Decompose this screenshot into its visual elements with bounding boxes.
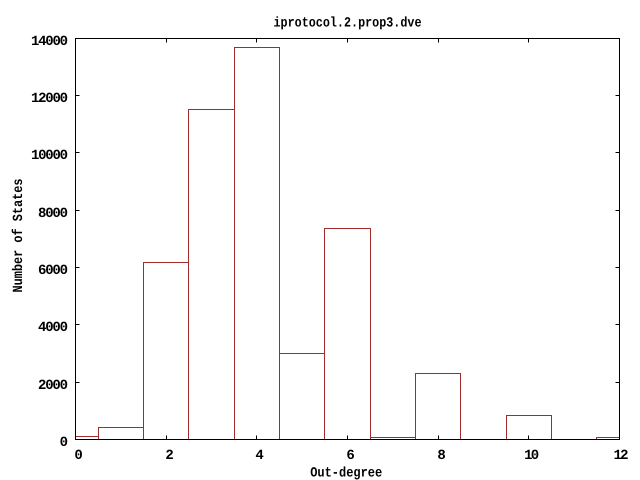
svg-text:12: 12 bbox=[614, 448, 629, 464]
svg-text:10: 10 bbox=[524, 448, 539, 464]
svg-text:0: 0 bbox=[74, 448, 82, 464]
svg-text:0: 0 bbox=[60, 435, 68, 451]
svg-text:12000: 12000 bbox=[31, 91, 68, 107]
svg-text:2: 2 bbox=[165, 448, 173, 464]
svg-text:Number of States: Number of States bbox=[11, 179, 27, 293]
svg-text:4: 4 bbox=[255, 448, 263, 464]
svg-text:14000: 14000 bbox=[31, 34, 68, 50]
svg-text:8: 8 bbox=[437, 448, 445, 464]
svg-text:10000: 10000 bbox=[31, 148, 68, 164]
svg-text:6000: 6000 bbox=[38, 263, 68, 279]
svg-text:6: 6 bbox=[346, 448, 354, 464]
svg-text:2000: 2000 bbox=[38, 378, 68, 394]
svg-text:4000: 4000 bbox=[38, 320, 68, 336]
svg-text:8000: 8000 bbox=[38, 206, 68, 222]
svg-text:iprotocol.2.prop3.dve: iprotocol.2.prop3.dve bbox=[274, 16, 422, 32]
svg-text:Out-degree: Out-degree bbox=[310, 466, 382, 480]
